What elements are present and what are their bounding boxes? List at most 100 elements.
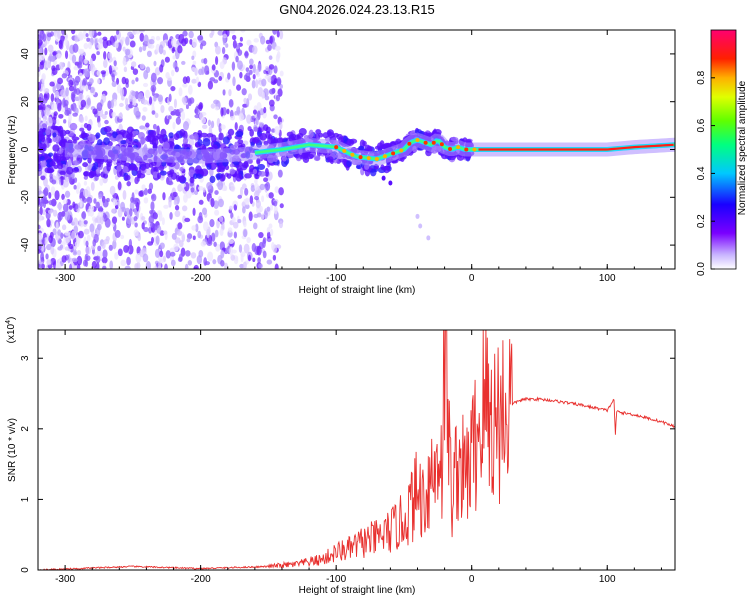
spectrogram-band-dot (216, 173, 221, 181)
spectrogram-noise-dot (220, 107, 224, 117)
spectrogram-peak-dot (342, 148, 347, 153)
spectrogram-noise-dot (275, 94, 281, 102)
spectrogram-noise-dot (38, 39, 43, 47)
spectrogram-noise-dot (198, 199, 204, 205)
spectrogram-noise-dot (58, 61, 64, 70)
spectrogram-noise-dot (154, 112, 159, 118)
snr-y-label: SNR (10 * v/v) (7, 418, 18, 482)
x-tick-label: 100 (599, 574, 616, 585)
spectrogram-noise-dot (38, 243, 42, 250)
spectrogram-noise-dot (201, 163, 206, 168)
spectrogram-noise-dot (265, 181, 271, 191)
spectrogram-noise-dot (124, 97, 129, 106)
spectrogram-noise-dot (242, 261, 247, 269)
spectrogram-noise-dot (263, 177, 269, 183)
x-tick-label: -300 (55, 273, 75, 284)
spectrogram-noise-dot (98, 37, 104, 44)
spectrogram-noise-dot (54, 190, 60, 201)
spectrogram-peak-dot (431, 140, 436, 145)
spectrogram-noise-dot (38, 185, 42, 191)
spectrogram-noise-dot (62, 180, 69, 188)
spectrogram-noise-dot (71, 171, 75, 179)
spectrogram-noise-dot (91, 260, 97, 269)
spectrogram-x-label: Height of straight line (km) (299, 285, 416, 296)
spectrogram-noise-dot (74, 80, 79, 86)
spectrogram-noise-dot (159, 64, 164, 73)
spectrogram-noise-dot (279, 84, 283, 89)
spectrogram-noise-dot (274, 45, 281, 51)
spectrogram-noise-dot (170, 69, 175, 77)
spectrogram-noise-dot (269, 88, 275, 95)
svg-text:(x104): (x104) (5, 317, 17, 344)
spectrogram-noise-dot (100, 70, 107, 75)
spectrogram-noise-dot (47, 61, 52, 69)
spectrogram-noise-dot (135, 77, 139, 82)
spectrogram-noise-dot (112, 239, 117, 250)
spectrogram-noise-dot (215, 45, 221, 55)
spectrogram-noise-dot (187, 260, 193, 266)
spectrogram-noise-dot (197, 230, 202, 239)
spectrogram-noise-dot (230, 116, 236, 121)
spectrogram-noise-dot (235, 55, 239, 63)
spectrogram-noise-dot (126, 181, 131, 187)
spectrogram-noise-dot (139, 30, 146, 33)
spectrogram-noise-dot (252, 63, 256, 74)
spectrogram-noise-dot (251, 79, 256, 89)
spectrogram-noise-dot (148, 215, 155, 224)
spectrogram-noise-dot (154, 67, 161, 76)
spectrogram-band-dot (276, 137, 284, 144)
spectrogram-trail-dot (381, 175, 386, 181)
spectrogram-noise-dot (211, 64, 216, 71)
spectrogram-noise-dot (182, 30, 188, 37)
y-tick-label: -40 (20, 237, 31, 252)
spectrogram-peak-dot (439, 142, 444, 147)
spectrogram-noise-dot (260, 35, 266, 45)
spectrogram-noise-dot (256, 212, 262, 218)
spectrogram-noise-dot (249, 64, 254, 70)
spectrogram-noise-dot (181, 96, 187, 104)
spectrogram-noise-dot (112, 199, 118, 206)
spectrogram-noise-dot (209, 219, 215, 228)
spectrogram-band-dot (240, 164, 248, 171)
spectrogram-noise-dot (113, 60, 117, 67)
spectrogram-ridge-red (478, 143, 674, 151)
spectrogram-noise-dot (150, 201, 155, 211)
spectrogram-noise-dot (121, 216, 125, 221)
spectrogram-band-dot (132, 130, 139, 135)
spectrogram-trail-dot (426, 235, 431, 241)
spectrogram-band-dot (65, 166, 74, 175)
snr-multiplier: (x104) (5, 317, 17, 344)
spectrogram-noise-dot (196, 184, 200, 193)
spectrogram-noise-dot (114, 40, 119, 49)
spectrogram-noise-dot (276, 78, 282, 86)
spectrogram-noise-dot (162, 49, 166, 56)
spectrogram-noise-dot (112, 66, 119, 71)
x-tick-label: -100 (326, 574, 346, 585)
spectrogram-noise-dot (79, 115, 85, 124)
spectrogram-noise-dot (73, 225, 79, 234)
spectrogram-noise-dot (192, 235, 196, 241)
spectrogram-noise-dot (57, 229, 62, 236)
spectrogram-noise-dot (89, 86, 95, 94)
spectrogram-noise-dot (146, 50, 152, 58)
spectrogram-noise-dot (172, 55, 176, 60)
spectrogram-noise-dot (55, 221, 59, 231)
spectrogram-noise-dot (107, 52, 113, 60)
spectrogram-noise-dot (143, 227, 149, 233)
spectrogram-noise-dot (95, 255, 101, 264)
snr-x-label: Height of straight line (km) (299, 585, 416, 596)
spectrogram-band-dot (116, 165, 122, 172)
spectrogram-noise-dot (223, 185, 228, 192)
spectrogram-noise-dot (194, 190, 199, 196)
spectrogram-noise-dot (73, 217, 78, 227)
spectrogram-noise-dot (75, 234, 79, 244)
spectrogram-noise-dot (129, 208, 133, 217)
spectrogram-noise-dot (173, 200, 178, 206)
spectrogram-noise-dot (38, 249, 41, 254)
spectrogram-noise-dot (237, 219, 242, 224)
spectrogram-noise-dot (259, 183, 265, 191)
spectrogram-noise-dot (82, 197, 88, 203)
spectrogram-noise-dot (272, 254, 277, 261)
colorbar-tick-label: 0.2 (696, 214, 707, 228)
